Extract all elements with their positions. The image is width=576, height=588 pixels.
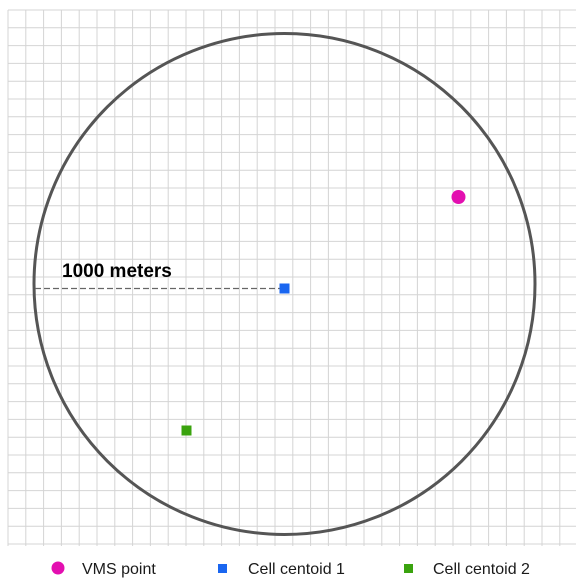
legend-item-vms-point: VMS point: [51, 561, 156, 578]
vms-point-marker: [451, 190, 466, 204]
legend-cell-centroid-1-label: Cell centoid 1: [248, 561, 345, 578]
buffer-circle: [32, 32, 537, 536]
radius-label: 1000 meters: [62, 261, 172, 282]
legend-cell-centroid-2-icon: [404, 564, 413, 573]
legend: VMS point Cell centoid 1 Cell centoid 2: [51, 561, 530, 578]
legend-cell-centroid-2-label: Cell centoid 2: [433, 561, 530, 578]
legend-vms-point-label: VMS point: [82, 561, 156, 578]
legend-vms-point-icon: [51, 561, 65, 575]
legend-cell-centroid-1-icon: [218, 564, 227, 573]
legend-item-cell-centroid-2: Cell centoid 2: [404, 561, 530, 578]
legend-item-cell-centroid-1: Cell centoid 1: [218, 561, 345, 578]
cell-centroid-2-marker: [181, 425, 192, 436]
cell-centroid-1-marker: [279, 283, 290, 294]
background-grid: [7, 9, 576, 546]
